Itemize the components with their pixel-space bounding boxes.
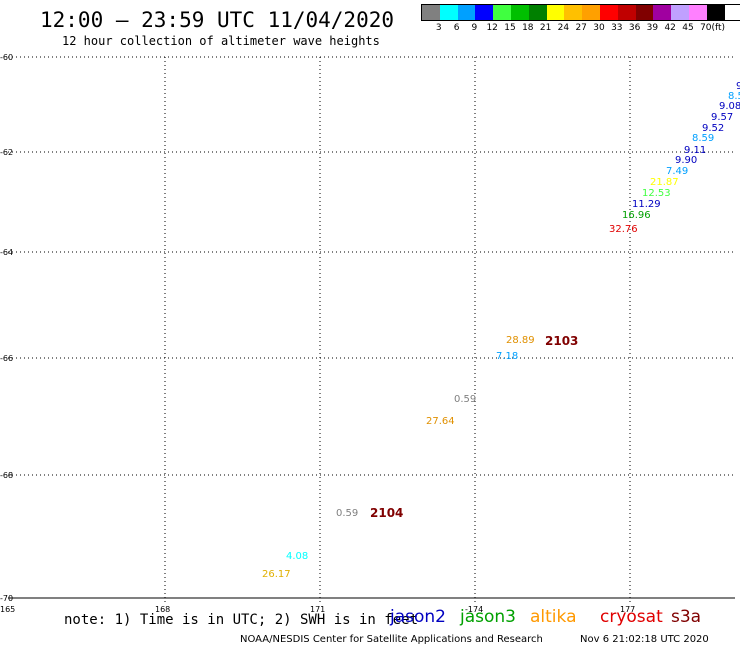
wave-height-value: 8.59 xyxy=(692,133,714,144)
footer-note: note: 1) Time is in UTC; 2) SWH is in fe… xyxy=(64,612,419,628)
wave-height-value: 9.11 xyxy=(684,145,706,156)
scale-swatch xyxy=(671,5,689,20)
latitude-label: -66 xyxy=(0,354,13,363)
scale-label: 6 xyxy=(453,23,460,33)
scale-label: 33 xyxy=(611,23,623,33)
satellite-legend-altika: altika xyxy=(530,607,577,627)
wave-height-value: 16.96 xyxy=(622,210,651,221)
map-title: 12:00 – 23:59 UTC 11/04/2020 xyxy=(40,8,395,32)
latitude-label: -68 xyxy=(0,471,13,480)
wave-height-value: 4.08 xyxy=(286,551,308,562)
wave-height-value: 9.90 xyxy=(675,155,697,166)
scale-label: 15 xyxy=(504,23,516,33)
scale-swatch xyxy=(457,5,476,20)
longitude-label: 165 xyxy=(0,605,15,614)
satellite-legend-jason2: jason2 xyxy=(390,607,446,627)
scale-swatch xyxy=(635,5,654,20)
scale-label: 3 xyxy=(435,23,442,33)
footer-credit: NOAA/NESDIS Center for Satellite Applica… xyxy=(240,634,543,645)
scale-swatch xyxy=(528,5,547,20)
scale-swatch xyxy=(599,5,618,20)
scale-swatch xyxy=(688,5,707,20)
map-grid xyxy=(8,56,735,603)
scale-label: 42 xyxy=(664,23,676,33)
scale-swatch xyxy=(422,5,440,20)
wave-height-value: 27.64 xyxy=(426,416,455,427)
latitude-label: -62 xyxy=(0,148,13,157)
scale-label: (ft) xyxy=(711,23,726,33)
scale-label: 27 xyxy=(575,23,587,33)
wave-height-value: 7.49 xyxy=(666,166,688,177)
scale-label: 39 xyxy=(646,23,659,33)
longitude-label: -174 xyxy=(465,605,483,614)
wave-height-value: 9.08 xyxy=(719,101,740,112)
satellite-legend-cryosat: cryosat xyxy=(600,607,663,627)
scale-swatch xyxy=(546,5,565,20)
scale-swatch xyxy=(475,5,494,20)
color-scale-labels: 3 6 9 12 15 18 21 24 27 30 33 36 39 42 45 70 (ft) xyxy=(421,21,740,35)
wave-height-value: 7.18 xyxy=(496,351,518,362)
pass-number-label: 2104 xyxy=(370,506,403,520)
scale-label: 24 xyxy=(557,23,570,33)
wave-height-value: 21.87 xyxy=(650,177,679,188)
wave-height-value: 8.5 xyxy=(728,91,740,102)
scale-label: 70 xyxy=(700,23,712,33)
pass-number-label: 2103 xyxy=(545,334,578,348)
longitude-label: 177 xyxy=(620,605,635,614)
scale-label: 21 xyxy=(539,23,552,33)
scale-swatch xyxy=(706,5,725,20)
satellite-legend-jason3: jason3 xyxy=(460,607,516,627)
wave-height-value: 9. xyxy=(736,81,740,92)
wave-height-value: 11.29 xyxy=(632,199,661,210)
wave-height-value: 0.59 xyxy=(454,394,476,405)
wave-height-value: 12.53 xyxy=(642,188,671,199)
scale-label: 36 xyxy=(628,23,641,33)
scale-label: 9 xyxy=(471,23,478,33)
scale-swatch xyxy=(617,5,636,20)
wave-height-color-scale: 3 6 9 12 15 18 21 24 27 30 33 36 39 42 45 70 (ft) xyxy=(421,4,740,35)
scale-swatch xyxy=(564,5,583,20)
wave-height-value: 26.17 xyxy=(262,569,291,580)
wave-height-value: 28.89 xyxy=(506,335,535,346)
satellite-legend-s3a: s3a xyxy=(671,607,702,627)
wave-height-value: 9.52 xyxy=(702,123,724,134)
scale-swatch xyxy=(510,5,529,20)
latitude-label: -70 xyxy=(0,594,13,603)
scale-label: 12 xyxy=(486,23,498,33)
scale-swatch xyxy=(439,5,458,20)
map-subtitle: 12 hour collection of altimeter wave hei… xyxy=(62,34,380,48)
scale-swatch xyxy=(493,5,511,20)
scale-swatch xyxy=(582,5,600,20)
footer-generated-time: Nov 6 21:02:18 UTC 2020 xyxy=(580,634,709,645)
scale-label: 30 xyxy=(593,23,605,33)
observation-layer: 9.8.59.089.579.528.599.119.907.4921.8712… xyxy=(262,81,740,580)
wave-height-value: 32.76 xyxy=(609,224,638,235)
wave-height-value: 9.57 xyxy=(711,112,733,123)
map-axis-labels: -60 -62 -64 -66 -68 -70 165 168 171 -174 177 xyxy=(0,53,635,614)
longitude-label: 168 xyxy=(155,605,170,614)
scale-label: 45 xyxy=(682,23,694,33)
latitude-label: -60 xyxy=(0,53,13,62)
latitude-label: -64 xyxy=(0,248,13,257)
longitude-label: 171 xyxy=(310,605,325,614)
wave-height-value: 0.59 xyxy=(336,508,358,519)
color-scale-swatches xyxy=(421,4,740,21)
scale-label: 18 xyxy=(522,23,534,33)
scale-swatch xyxy=(653,5,672,20)
